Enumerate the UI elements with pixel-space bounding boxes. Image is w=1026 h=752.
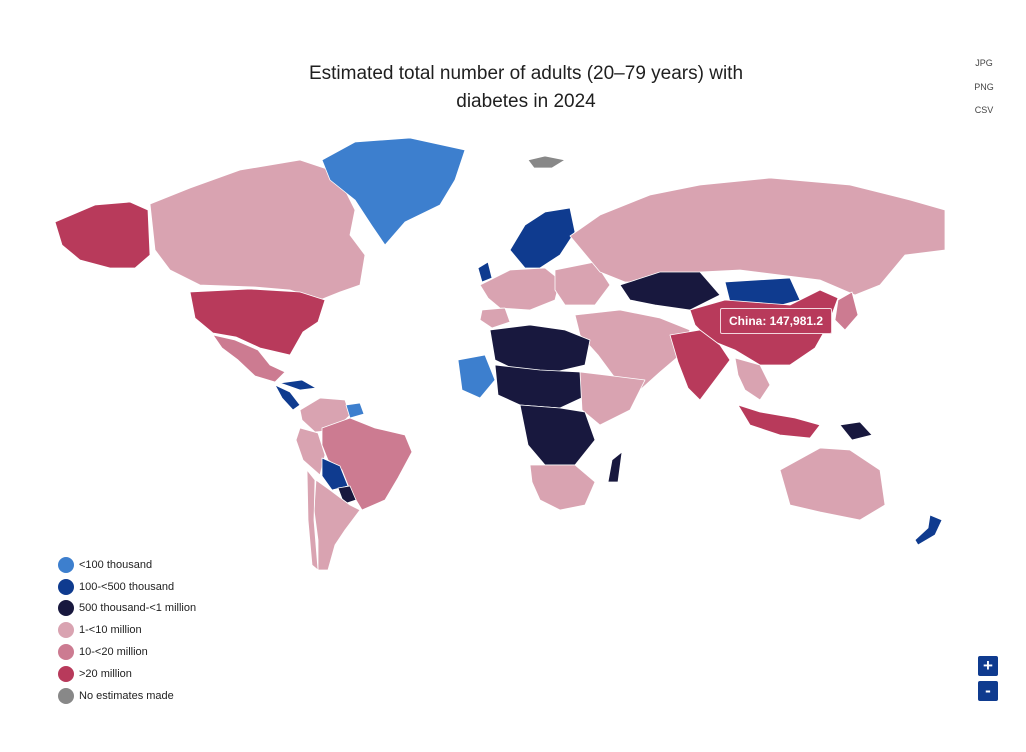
country-western-europe[interactable] xyxy=(479,267,561,311)
country-central-africa[interactable] xyxy=(519,404,596,466)
legend-item[interactable]: <100 thousand xyxy=(58,554,196,576)
title-line-2: diabetes in 2024 xyxy=(456,91,596,112)
country-sahel[interactable] xyxy=(494,364,589,409)
legend-swatch xyxy=(58,600,74,617)
country-brazil[interactable] xyxy=(321,417,413,511)
legend-label: >20 million xyxy=(79,667,132,680)
country-canada[interactable] xyxy=(149,159,366,301)
country-chile[interactable] xyxy=(306,469,319,571)
country-greenland[interactable] xyxy=(321,137,466,246)
country-papua-new-guinea[interactable] xyxy=(839,421,873,441)
country-kazakhstan[interactable] xyxy=(619,271,721,311)
legend-swatch xyxy=(58,622,74,639)
country-southeast-asia[interactable] xyxy=(734,357,771,401)
country-madagascar[interactable] xyxy=(607,451,623,483)
country-indonesia[interactable] xyxy=(737,404,821,439)
legend-swatch xyxy=(58,644,74,661)
country-east-africa[interactable] xyxy=(579,371,646,426)
country-north-africa[interactable] xyxy=(489,324,591,373)
legend-swatch xyxy=(58,687,74,704)
export-png-button[interactable]: PNG xyxy=(974,82,994,92)
country-usa[interactable] xyxy=(189,288,326,356)
country-cuba[interactable] xyxy=(279,379,317,391)
country-iberia[interactable] xyxy=(479,307,511,329)
legend-item[interactable]: 500 thousand-<1 million xyxy=(58,598,196,620)
country-scandinavia[interactable] xyxy=(509,207,576,269)
country-australia[interactable] xyxy=(779,447,886,521)
zoom-in-button[interactable]: + xyxy=(978,656,998,676)
legend-label: No estimates made xyxy=(79,689,174,702)
country-mexico[interactable] xyxy=(212,334,286,383)
title-line-1: Estimated total number of adults (20–79 … xyxy=(308,63,744,84)
country-india[interactable] xyxy=(669,329,731,401)
legend-label: <100 thousand xyxy=(79,558,153,571)
country-southern-africa[interactable] xyxy=(529,464,596,511)
country-usa-alaska[interactable] xyxy=(54,201,151,269)
legend-item[interactable]: 1-<10 million xyxy=(58,619,196,641)
legend-label: 10-<20 million xyxy=(79,646,148,659)
legend-swatch xyxy=(58,556,74,573)
legend-item[interactable]: 100-<500 thousand xyxy=(58,576,196,598)
country-peru[interactable] xyxy=(295,427,326,476)
country-new-zealand[interactable] xyxy=(914,514,943,546)
country-russia[interactable] xyxy=(569,177,946,296)
export-csv-button[interactable]: CSV xyxy=(974,105,994,115)
legend-item[interactable]: >20 million xyxy=(58,663,196,685)
country-guianas[interactable] xyxy=(345,402,365,419)
chart-title: Estimated total number of adults (20–79 … xyxy=(276,60,776,116)
export-jpg-button[interactable]: JPG xyxy=(975,58,993,68)
map-tooltip: China: 147,981.2 xyxy=(720,308,833,334)
country-uk[interactable] xyxy=(477,261,493,283)
zoom-out-button[interactable]: - xyxy=(978,681,998,701)
country-argentina[interactable] xyxy=(313,479,361,571)
legend-item[interactable]: No estimates made xyxy=(58,685,196,707)
legend-item[interactable]: 10-<20 million xyxy=(58,641,196,663)
country-mongolia[interactable] xyxy=(724,277,801,309)
country-japan[interactable] xyxy=(834,291,859,331)
legend-label: 1-<10 million xyxy=(79,624,142,637)
legend-swatch xyxy=(58,578,74,595)
country-svalbard[interactable] xyxy=(527,155,566,169)
legend: <100 thousand 100-<500 thousand 500 thou… xyxy=(58,554,196,707)
legend-swatch xyxy=(58,665,74,682)
country-central-america[interactable] xyxy=(274,384,301,411)
legend-label: 100-<500 thousand xyxy=(79,580,175,593)
legend-label: 500 thousand-<1 million xyxy=(79,602,197,615)
country-middle-east[interactable] xyxy=(574,309,691,391)
country-west-africa[interactable] xyxy=(457,354,496,399)
